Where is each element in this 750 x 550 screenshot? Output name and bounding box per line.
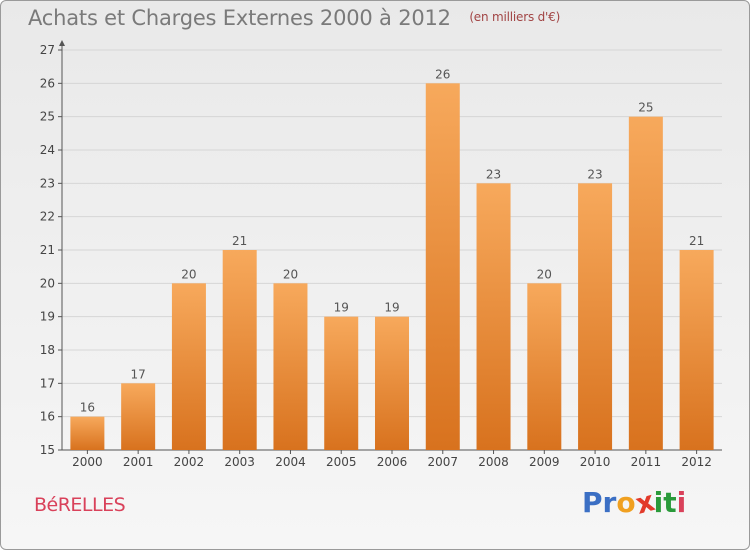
x-tick-label-2004: 2004 [275,455,306,469]
y-tick-label: 18 [40,343,55,357]
logo-letter: i [653,486,664,519]
x-tick-label-2012: 2012 [681,455,712,469]
value-label-2002: 20 [181,267,196,281]
x-tick-label-2003: 2003 [224,455,255,469]
town-name: BéRELLES [34,494,126,516]
value-label-2003: 21 [232,234,247,248]
x-tick-label-2007: 2007 [427,455,458,469]
logo-letter: r [602,486,617,519]
value-label-2004: 20 [283,267,298,281]
x-tick-labels: 2000 2001 2002 2003 2004 2005 2006 2007 2008 2009… [72,455,712,469]
bar-2010 [578,183,613,451]
y-tick-label: 26 [40,76,55,90]
logo-letter: t [663,486,677,519]
chart-title-block: Achats et Charges Externes 2000 à 2012 (… [28,6,560,30]
bar-2012 [679,250,714,450]
x-tick-label-2008: 2008 [478,455,509,469]
bar-2003 [222,250,257,450]
bars [70,83,714,451]
chart-title: Achats et Charges Externes 2000 à 2012 [28,6,451,30]
bar-2002 [171,283,206,450]
y-tick-label: 19 [40,310,55,324]
y-tick-label: 24 [40,143,55,157]
y-tick-label: 17 [40,376,55,390]
y-tick-labels: 15 16 17 18 19 20 21 22 23 24 25 26 27 [40,43,55,457]
chart-subtitle: (en milliers d'€) [469,10,561,24]
value-label-2012: 21 [689,234,704,248]
bar-2004 [273,283,308,450]
bar-2000 [70,416,105,450]
value-label-2005: 19 [334,301,349,315]
x-tick-label-2005: 2005 [326,455,357,469]
x-tick-label-2006: 2006 [377,455,408,469]
logo-letter: i [676,486,687,519]
y-tick-label: 16 [40,410,55,424]
y-tick-label: 27 [40,43,55,57]
bar-2006 [375,316,409,450]
x-tick-label-2009: 2009 [529,455,560,469]
x-tick-label-2010: 2010 [580,455,611,469]
y-tick-label: 22 [40,210,55,224]
value-label-2010: 23 [587,167,602,181]
bar-2011 [628,116,663,451]
value-label-2007: 26 [435,67,450,81]
value-label-2000: 16 [80,401,95,415]
x-tick-label-2011: 2011 [631,455,662,469]
y-tick-label: 21 [40,243,55,257]
value-label-2011: 25 [638,101,653,115]
value-label-2008: 23 [486,167,501,181]
proxiti-logo: Proxiti [582,484,687,521]
y-tick-label: 20 [40,276,55,290]
bar-2007 [425,83,460,450]
y-tick-label: 25 [40,110,55,124]
bar-2008 [476,183,511,451]
value-label-2001: 17 [131,367,146,381]
bar-2005 [324,316,359,450]
x-tick-label-2000: 2000 [72,455,103,469]
bar-2009 [527,283,562,450]
x-tick-label-2001: 2001 [123,455,154,469]
logo-letter: o [616,486,636,519]
value-label-2006: 19 [384,301,399,315]
x-tick-label-2002: 2002 [174,455,205,469]
y-axis-arrow [59,40,65,46]
value-labels: 16 17 20 21 20 19 19 26 23 20 23 25 21 [80,67,705,414]
logo-letter: P [582,486,603,519]
y-tick-label: 23 [40,176,55,190]
bar-2001 [121,383,156,450]
value-label-2009: 20 [537,267,552,281]
y-tick-label: 15 [40,443,55,457]
